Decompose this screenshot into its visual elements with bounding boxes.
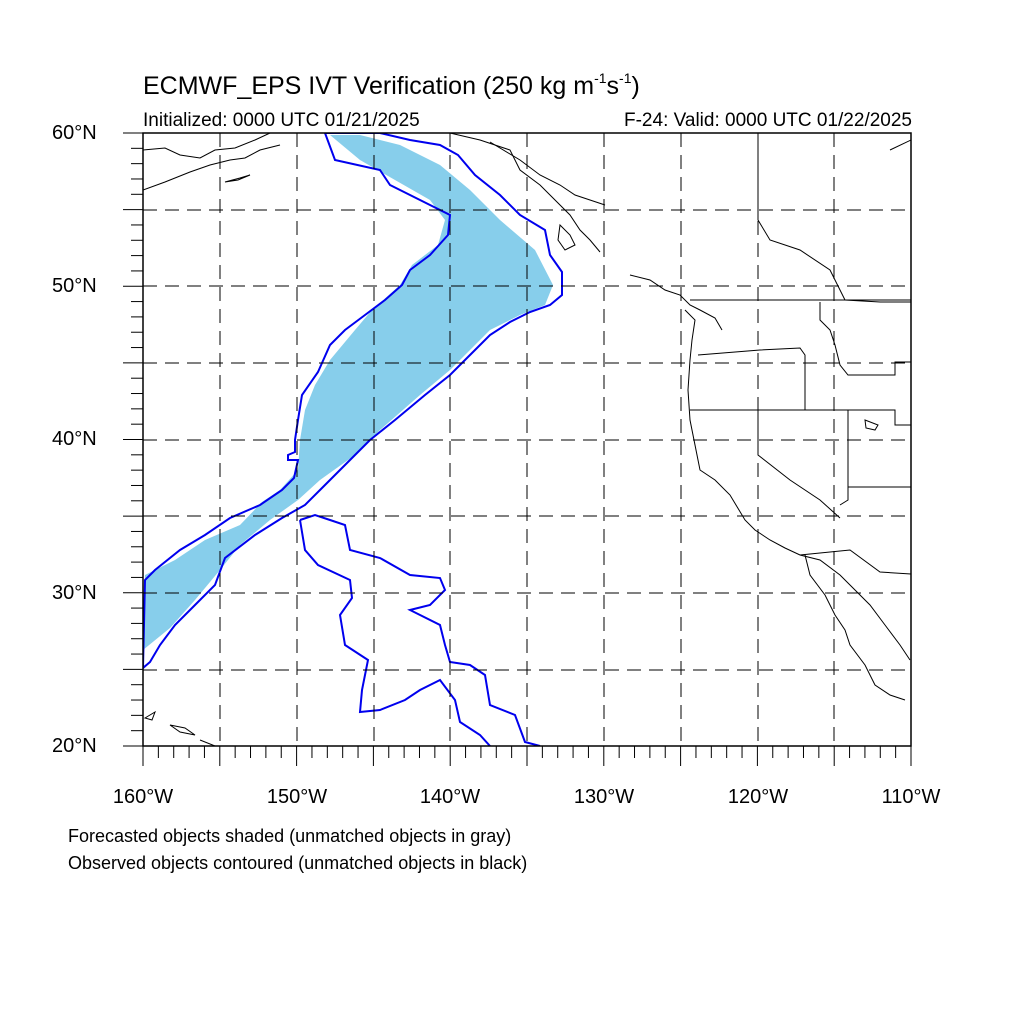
lon-label-130w: 130°W xyxy=(573,786,635,808)
valid-time-label: F-24: Valid: 0000 UTC 01/22/2025 xyxy=(624,110,912,131)
lon-label-140w: 140°W xyxy=(419,786,481,808)
lat-label-50: 50°N xyxy=(52,275,97,297)
lon-label-160w: 160°W xyxy=(112,786,174,808)
observed-contours xyxy=(143,133,563,746)
lat-label-30: 30°N xyxy=(52,582,97,604)
lon-label-150w: 150°W xyxy=(266,786,328,808)
lat-label-40: 40°N xyxy=(52,428,97,450)
caption-forecast: Forecasted objects shaded (unmatched obj… xyxy=(68,826,512,846)
init-time-label: Initialized: 0000 UTC 01/21/2025 xyxy=(143,110,420,131)
graticule xyxy=(143,133,911,746)
forecast-object xyxy=(143,135,553,650)
lon-label-110w: 110°W xyxy=(881,786,941,808)
lat-label-20: 20°N xyxy=(52,735,97,757)
chart-title: ECMWF_EPS IVT Verification (250 kg m-1s-… xyxy=(143,70,640,100)
map-frame xyxy=(142,132,912,747)
caption-observed: Observed objects contoured (unmatched ob… xyxy=(68,853,528,873)
axis-ticks xyxy=(123,132,912,766)
lon-label-120w: 120°W xyxy=(727,786,789,808)
coastlines xyxy=(143,133,911,746)
lat-label-60: 60°N xyxy=(52,122,97,144)
